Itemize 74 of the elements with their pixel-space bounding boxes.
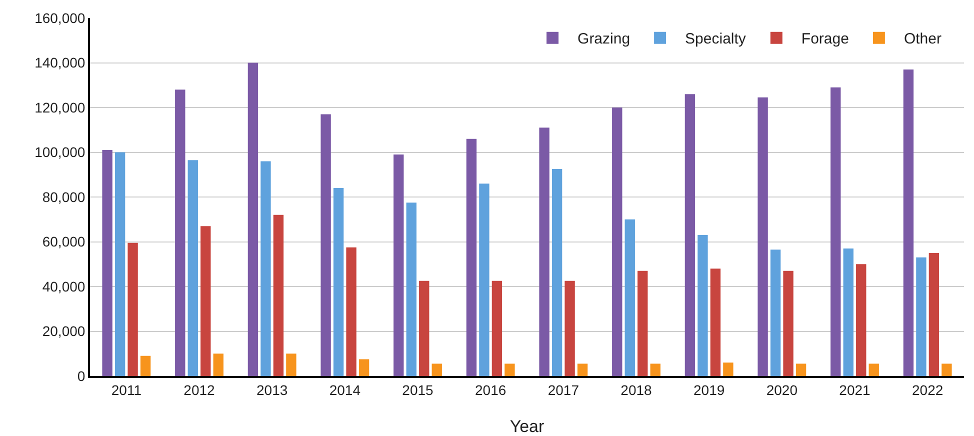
bar — [128, 242, 138, 376]
bar — [698, 235, 708, 376]
x-tick-label: 2011 — [111, 382, 142, 398]
y-tick-label: 120,000 — [34, 99, 86, 116]
bar — [684, 94, 696, 376]
y-tick-label: 60,000 — [42, 234, 86, 250]
x-tick-label: 2022 — [912, 382, 944, 398]
y-tick-label: 80,000 — [42, 188, 86, 205]
bar — [466, 138, 477, 376]
bar — [723, 362, 734, 376]
x-tick-label: 2021 — [839, 382, 871, 398]
bar — [333, 188, 344, 376]
x-tick-label: 2012 — [184, 382, 216, 398]
bar — [432, 364, 442, 376]
bar — [406, 202, 416, 376]
bar — [479, 184, 490, 376]
x-tick-label: 2018 — [620, 382, 652, 398]
bar — [564, 280, 575, 376]
x-tick-label: 2020 — [766, 382, 798, 398]
bar — [419, 280, 430, 376]
x-tick-label: 2019 — [694, 382, 725, 398]
bar — [248, 62, 258, 376]
bar — [213, 354, 224, 376]
bar — [188, 160, 198, 376]
bar — [942, 364, 952, 376]
bar — [868, 364, 879, 376]
x-tick-label: 2017 — [548, 382, 580, 398]
bar — [770, 250, 781, 376]
y-tick-label: 20,000 — [42, 323, 86, 340]
legend-label: Specialty — [685, 30, 746, 48]
x-axis-title: Year — [510, 417, 545, 436]
bar — [612, 108, 622, 376]
y-tick-label: 40,000 — [42, 278, 86, 294]
bar — [140, 356, 151, 376]
x-tick-label: 2016 — [475, 382, 506, 398]
bar — [260, 161, 271, 376]
bar — [286, 354, 296, 376]
bar — [539, 128, 550, 376]
legend-label: Grazing — [578, 30, 630, 48]
bar — [102, 150, 112, 376]
bar — [624, 219, 635, 376]
bar — [638, 270, 648, 376]
bar — [577, 364, 588, 376]
y-tick-label: 0 — [77, 368, 86, 384]
bar — [783, 270, 794, 376]
y-tick-label: 160,000 — [34, 10, 86, 26]
bar — [200, 226, 211, 376]
bar — [346, 247, 356, 376]
bar — [758, 97, 768, 376]
bar — [320, 114, 331, 376]
bar — [903, 69, 914, 376]
bar — [843, 248, 854, 376]
bar — [492, 280, 502, 376]
bar — [650, 364, 660, 376]
bar — [916, 257, 926, 376]
x-tick-label: 2015 — [402, 382, 434, 398]
bar — [928, 252, 940, 376]
bar — [552, 169, 562, 376]
bar — [273, 214, 284, 376]
y-tick-label: 100,000 — [34, 144, 86, 160]
bar — [856, 264, 866, 376]
bar — [358, 359, 370, 376]
bar — [504, 364, 515, 376]
bar — [175, 90, 186, 376]
bar — [830, 87, 841, 376]
y-tick-label: 140,000 — [34, 54, 86, 71]
legend-label: Other — [904, 30, 942, 48]
bar — [710, 268, 721, 376]
bar — [796, 364, 806, 376]
bar — [114, 152, 126, 376]
x-tick-label: 2013 — [256, 382, 288, 398]
legend-label: Forage — [801, 30, 849, 48]
bar — [394, 154, 404, 376]
x-tick-label: 2014 — [329, 382, 361, 398]
